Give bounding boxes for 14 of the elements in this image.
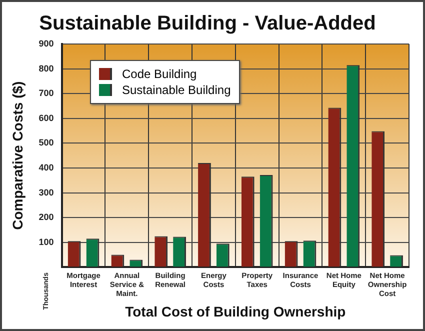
y-tick-label: 700 xyxy=(38,88,54,98)
legend-label: Sustainable Building xyxy=(122,83,231,97)
y-axis-title: Comparative Costs ($) xyxy=(9,81,26,230)
x-axis-title: Total Cost of Building Ownership xyxy=(125,303,346,320)
y-tick-label: 300 xyxy=(38,187,54,198)
y-tick-label: 100 xyxy=(38,236,54,247)
legend-label: Code Building xyxy=(122,67,197,81)
y-tick-label: 400 xyxy=(38,162,54,172)
chart-title: Sustainable Building - Value-Added xyxy=(39,12,376,35)
y-tick-label: 600 xyxy=(38,112,54,123)
y-tick-label: 800 xyxy=(38,63,54,74)
y-tick-label: 500 xyxy=(38,138,54,148)
y-tick-label: 900 xyxy=(38,38,54,48)
y-tick-label: 200 xyxy=(38,212,54,222)
